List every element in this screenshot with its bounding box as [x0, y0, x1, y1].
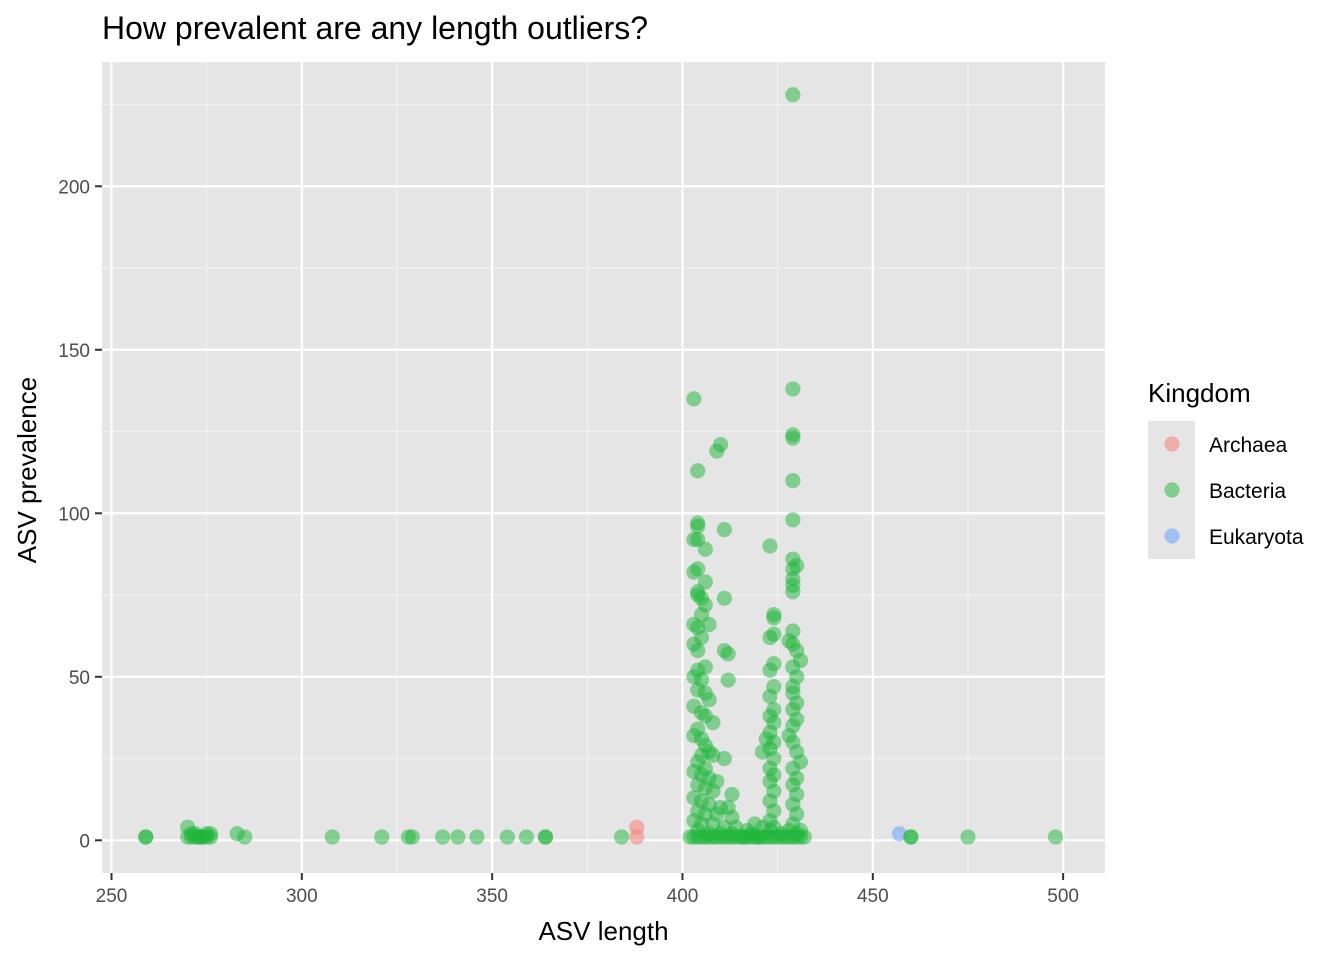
data-point — [705, 714, 721, 731]
data-point — [705, 783, 721, 799]
data-point — [762, 629, 778, 646]
major-gridlines — [102, 62, 1105, 873]
data-point — [469, 829, 485, 845]
data-point — [450, 829, 466, 845]
series-eukaryota — [891, 826, 908, 842]
data-point — [690, 643, 706, 659]
series-archaea — [629, 819, 645, 845]
data-point — [697, 541, 713, 557]
legend-title: Kingdom — [1148, 378, 1251, 408]
x-tick-label: 350 — [476, 886, 508, 907]
data-point — [324, 829, 340, 845]
x-tick-label: 500 — [1047, 886, 1079, 907]
data-point — [705, 747, 721, 763]
y-axis-ticks: 0 50 100 150 200 — [58, 177, 102, 852]
data-point — [724, 786, 740, 803]
y-axis-title: ASV prevalence — [12, 377, 42, 563]
data-point — [435, 829, 451, 845]
data-point — [499, 829, 515, 845]
legend: Kingdom Archaea Bacteria Eukaryota — [1148, 378, 1304, 559]
legend-label-eukaryota: Eukaryota — [1209, 526, 1304, 549]
y-tick-label: 150 — [58, 341, 90, 362]
x-tick-label: 400 — [667, 886, 699, 907]
y-tick-label: 100 — [58, 504, 90, 525]
data-point — [792, 822, 809, 839]
x-tick-label: 300 — [286, 886, 318, 907]
data-point — [785, 512, 801, 528]
data-point — [690, 561, 706, 577]
data-point — [766, 610, 782, 626]
data-point — [613, 829, 630, 845]
data-point — [701, 692, 717, 708]
data-point — [785, 381, 801, 397]
data-point — [720, 646, 736, 662]
data-point — [891, 826, 908, 842]
data-point — [716, 750, 732, 767]
data-point — [537, 829, 554, 845]
data-point — [701, 616, 717, 633]
data-point — [374, 829, 390, 845]
legend-key-eukaryota — [1164, 528, 1180, 544]
data-point — [1047, 829, 1064, 845]
x-axis-title: ASV length — [538, 916, 668, 946]
y-tick-label: 0 — [79, 831, 90, 852]
data-points — [138, 87, 1064, 845]
data-point — [766, 819, 782, 835]
data-point — [690, 463, 706, 479]
data-point — [716, 590, 732, 606]
data-point — [762, 662, 778, 678]
data-point — [785, 472, 801, 489]
legend-label-archaea: Archaea — [1209, 434, 1288, 457]
data-point — [754, 744, 771, 760]
legend-key-bacteria — [1164, 482, 1180, 498]
data-point — [720, 672, 736, 688]
plot-panel — [102, 62, 1105, 873]
data-point — [716, 522, 732, 538]
x-axis-ticks: 250 300 350 400 450 500 — [96, 873, 1079, 907]
data-point — [785, 584, 801, 600]
legend-label-bacteria: Bacteria — [1209, 480, 1286, 503]
data-point — [202, 826, 219, 842]
data-point — [237, 829, 253, 845]
legend-key-archaea — [1164, 436, 1180, 452]
minor-gridlines — [102, 62, 1105, 873]
data-point — [690, 518, 706, 534]
data-point — [404, 829, 420, 845]
y-tick-label: 200 — [58, 177, 90, 198]
data-point — [785, 430, 801, 446]
series-bacteria — [138, 87, 1064, 845]
data-point — [138, 829, 154, 845]
y-tick-label: 50 — [69, 668, 90, 689]
data-point — [629, 829, 645, 845]
chart-title: How prevalent are any length outliers? — [102, 10, 648, 46]
data-point — [785, 87, 801, 103]
data-point — [762, 688, 778, 705]
data-point — [960, 829, 976, 845]
data-point — [712, 437, 729, 453]
data-point — [903, 829, 919, 845]
x-tick-label: 250 — [96, 886, 128, 907]
data-point — [686, 391, 702, 407]
data-point — [762, 538, 778, 554]
x-tick-label: 450 — [857, 886, 889, 907]
data-point — [518, 829, 535, 845]
